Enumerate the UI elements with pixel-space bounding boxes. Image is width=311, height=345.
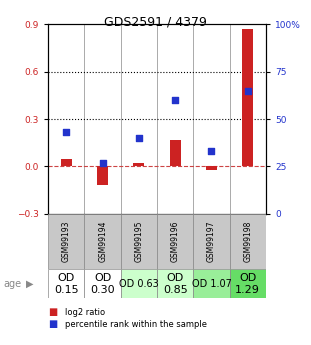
Text: OD
0.30: OD 0.30 <box>90 273 115 295</box>
Text: log2 ratio: log2 ratio <box>65 308 105 317</box>
Bar <box>242 29 253 167</box>
Text: GSM99195: GSM99195 <box>134 221 143 262</box>
Point <box>64 129 69 135</box>
Text: ■: ■ <box>48 319 58 329</box>
Text: GSM99194: GSM99194 <box>98 221 107 262</box>
Text: OD 1.07: OD 1.07 <box>192 279 231 289</box>
Bar <box>121 214 157 269</box>
Text: age: age <box>3 279 21 289</box>
Bar <box>230 269 266 298</box>
Bar <box>48 269 85 298</box>
Bar <box>193 269 230 298</box>
Text: GDS2591 / 4379: GDS2591 / 4379 <box>104 16 207 29</box>
Bar <box>193 214 230 269</box>
Text: OD
1.29: OD 1.29 <box>235 273 260 295</box>
Bar <box>157 214 193 269</box>
Text: GSM99198: GSM99198 <box>243 221 252 262</box>
Text: OD
0.85: OD 0.85 <box>163 273 188 295</box>
Text: OD
0.15: OD 0.15 <box>54 273 79 295</box>
Text: percentile rank within the sample: percentile rank within the sample <box>65 320 207 329</box>
Bar <box>97 167 108 186</box>
Text: GSM99193: GSM99193 <box>62 221 71 262</box>
Bar <box>133 163 144 167</box>
Bar <box>206 167 217 170</box>
Bar <box>61 159 72 167</box>
Bar <box>230 214 266 269</box>
Point <box>245 88 250 93</box>
Bar <box>170 140 181 167</box>
Bar <box>121 269 157 298</box>
Bar <box>85 269 121 298</box>
Text: OD 0.63: OD 0.63 <box>119 279 159 289</box>
Bar <box>157 269 193 298</box>
Point <box>209 148 214 154</box>
Text: GSM99197: GSM99197 <box>207 221 216 262</box>
Point <box>100 160 105 165</box>
Text: ▶: ▶ <box>26 279 33 289</box>
Bar <box>48 214 85 269</box>
Bar <box>85 214 121 269</box>
Text: ■: ■ <box>48 307 58 317</box>
Point <box>173 97 178 103</box>
Text: GSM99196: GSM99196 <box>171 221 180 262</box>
Point <box>137 135 142 141</box>
